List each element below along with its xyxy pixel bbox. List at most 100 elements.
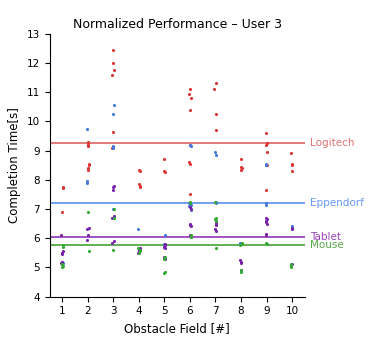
Point bbox=[237, 240, 243, 245]
Point bbox=[237, 243, 243, 248]
Point bbox=[137, 183, 143, 188]
Point bbox=[160, 168, 166, 174]
Point bbox=[188, 206, 194, 212]
Point bbox=[213, 218, 219, 223]
Point bbox=[212, 149, 218, 155]
Point bbox=[187, 221, 194, 226]
Point bbox=[84, 126, 90, 131]
Point bbox=[59, 259, 66, 264]
Point bbox=[239, 240, 245, 245]
Point bbox=[161, 244, 167, 250]
Point bbox=[136, 184, 142, 190]
Point bbox=[161, 271, 167, 276]
Point bbox=[59, 262, 65, 267]
Point bbox=[109, 247, 115, 252]
Point bbox=[187, 107, 193, 112]
Point bbox=[186, 201, 192, 206]
X-axis label: Obstacle Field [#]: Obstacle Field [#] bbox=[124, 322, 230, 335]
Point bbox=[239, 165, 245, 171]
Point bbox=[110, 187, 116, 193]
Point bbox=[187, 201, 193, 206]
Point bbox=[58, 233, 64, 238]
Point bbox=[59, 265, 65, 270]
Point bbox=[213, 127, 219, 133]
Point bbox=[110, 144, 116, 149]
Point bbox=[60, 260, 66, 266]
Point bbox=[85, 165, 91, 171]
Point bbox=[289, 168, 295, 174]
Point bbox=[187, 199, 193, 204]
Point bbox=[60, 263, 66, 269]
Point bbox=[239, 241, 245, 247]
Point bbox=[137, 249, 143, 254]
Point bbox=[211, 87, 218, 92]
Point bbox=[136, 249, 142, 254]
Point bbox=[161, 244, 167, 250]
Point bbox=[110, 60, 117, 66]
Point bbox=[59, 250, 66, 255]
Point bbox=[213, 222, 219, 228]
Point bbox=[85, 227, 91, 232]
Point bbox=[110, 145, 116, 150]
Point bbox=[213, 228, 219, 234]
Point bbox=[85, 209, 91, 215]
Point bbox=[187, 142, 193, 147]
Point bbox=[237, 241, 243, 247]
Point bbox=[59, 251, 65, 257]
Point bbox=[239, 269, 245, 274]
Point bbox=[212, 216, 218, 222]
Point bbox=[288, 263, 295, 269]
Point bbox=[263, 218, 269, 223]
Point bbox=[187, 142, 193, 147]
Point bbox=[161, 241, 167, 247]
Point bbox=[109, 129, 115, 134]
Point bbox=[238, 167, 244, 172]
Point bbox=[59, 262, 66, 267]
Point bbox=[288, 262, 294, 267]
Point bbox=[263, 215, 269, 220]
Point bbox=[187, 234, 194, 239]
Point bbox=[135, 227, 141, 232]
Point bbox=[135, 250, 141, 255]
Point bbox=[263, 240, 269, 245]
Point bbox=[263, 130, 269, 136]
Point bbox=[213, 246, 219, 251]
Point bbox=[238, 268, 244, 273]
Point bbox=[162, 254, 168, 260]
Point bbox=[263, 231, 269, 237]
Point bbox=[111, 238, 117, 244]
Point bbox=[109, 145, 115, 150]
Point bbox=[186, 159, 192, 165]
Point bbox=[137, 247, 143, 252]
Point bbox=[84, 180, 90, 185]
Point bbox=[238, 259, 244, 264]
Point bbox=[135, 246, 141, 251]
Point bbox=[263, 202, 269, 207]
Point bbox=[263, 161, 269, 166]
Point bbox=[264, 216, 270, 222]
Point bbox=[86, 225, 92, 231]
Point bbox=[289, 161, 295, 166]
Point bbox=[213, 221, 219, 226]
Point bbox=[109, 72, 115, 77]
Point bbox=[263, 162, 269, 168]
Point bbox=[289, 224, 295, 229]
Point bbox=[213, 219, 219, 225]
Point bbox=[59, 259, 65, 264]
Point bbox=[187, 202, 194, 207]
Point bbox=[160, 256, 166, 261]
Point bbox=[187, 144, 194, 149]
Text: Tablet: Tablet bbox=[310, 232, 341, 242]
Point bbox=[263, 142, 269, 147]
Point bbox=[58, 260, 64, 266]
Point bbox=[213, 201, 219, 206]
Point bbox=[111, 67, 117, 73]
Point bbox=[136, 250, 142, 255]
Point bbox=[187, 224, 194, 229]
Point bbox=[289, 225, 295, 231]
Point bbox=[59, 243, 66, 248]
Title: Normalized Performance – User 3: Normalized Performance – User 3 bbox=[73, 18, 282, 31]
Point bbox=[263, 187, 269, 193]
Point bbox=[136, 168, 142, 174]
Point bbox=[59, 209, 66, 215]
